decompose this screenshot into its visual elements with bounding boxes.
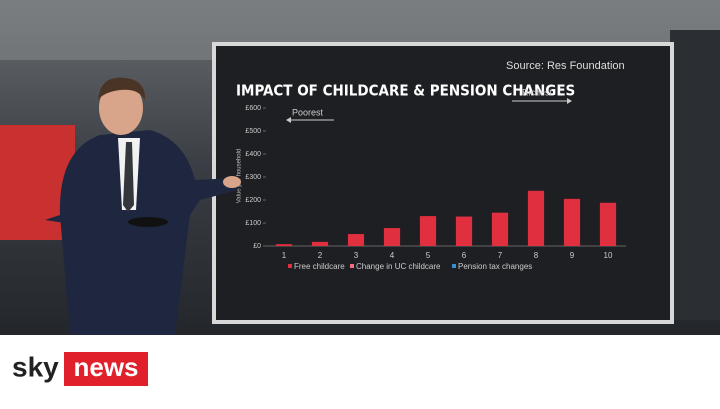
x-tick-label: 6: [462, 251, 467, 260]
x-tick-label: 4: [390, 251, 395, 260]
bar: [491, 212, 509, 246]
y-tick-label: £500: [245, 128, 261, 135]
bar: [383, 228, 401, 246]
x-tick-label: 3: [354, 251, 359, 260]
bar: [311, 241, 329, 246]
bar: [347, 234, 365, 246]
x-tick-label: 10: [604, 251, 613, 260]
x-tick-label: 7: [498, 251, 503, 260]
arrow-head: [567, 98, 572, 104]
chart-panel: [216, 46, 670, 320]
legend-label: Change in UC childcare: [356, 262, 441, 271]
brand-logo: sky: [12, 351, 59, 382]
presenter: [45, 77, 241, 335]
y-axis-title: Value per household: [237, 149, 243, 204]
legend-label: Free childcare: [294, 262, 345, 271]
studio-wall: [670, 30, 720, 320]
bar: [275, 244, 293, 246]
y-tick-label: £200: [245, 197, 261, 204]
annotation: Poorest: [292, 107, 324, 117]
chart-title: IMPACT OF CHILDCARE & PENSION CHANGES: [236, 82, 575, 100]
bar: [527, 190, 545, 246]
source: Source: Res Foundation: [506, 60, 625, 72]
x-tick-label: 2: [318, 251, 323, 260]
x-tick-label: 5: [426, 251, 431, 260]
y-tick-label: £400: [245, 151, 261, 158]
bar: [455, 216, 473, 246]
arrow-head: [286, 117, 291, 123]
y-tick-label: £0: [253, 243, 261, 250]
y-tick-label: £300: [245, 174, 261, 181]
legend-label: Pension tax changes: [458, 262, 532, 271]
plot: £0 £100 £200 £300 £400 £500 £600 1 2 3 4 5 6 7 8 9 10 Fre…: [245, 105, 626, 271]
legend-swatch: [288, 264, 292, 268]
legend-swatch: [350, 264, 354, 268]
y-tick-label: £600: [245, 105, 261, 112]
y-tick-label: £100: [245, 220, 261, 227]
channel-logo: news: [73, 352, 138, 382]
bar: [419, 216, 437, 246]
bar: [599, 202, 617, 246]
x-tick-label: 8: [534, 251, 539, 260]
legend-swatch: [452, 264, 456, 268]
news-box: [64, 352, 148, 386]
bar: [563, 198, 581, 246]
x-tick-label: 9: [570, 251, 575, 260]
x-tick-label: 1: [282, 251, 287, 260]
annotation: Richest: [522, 87, 553, 97]
